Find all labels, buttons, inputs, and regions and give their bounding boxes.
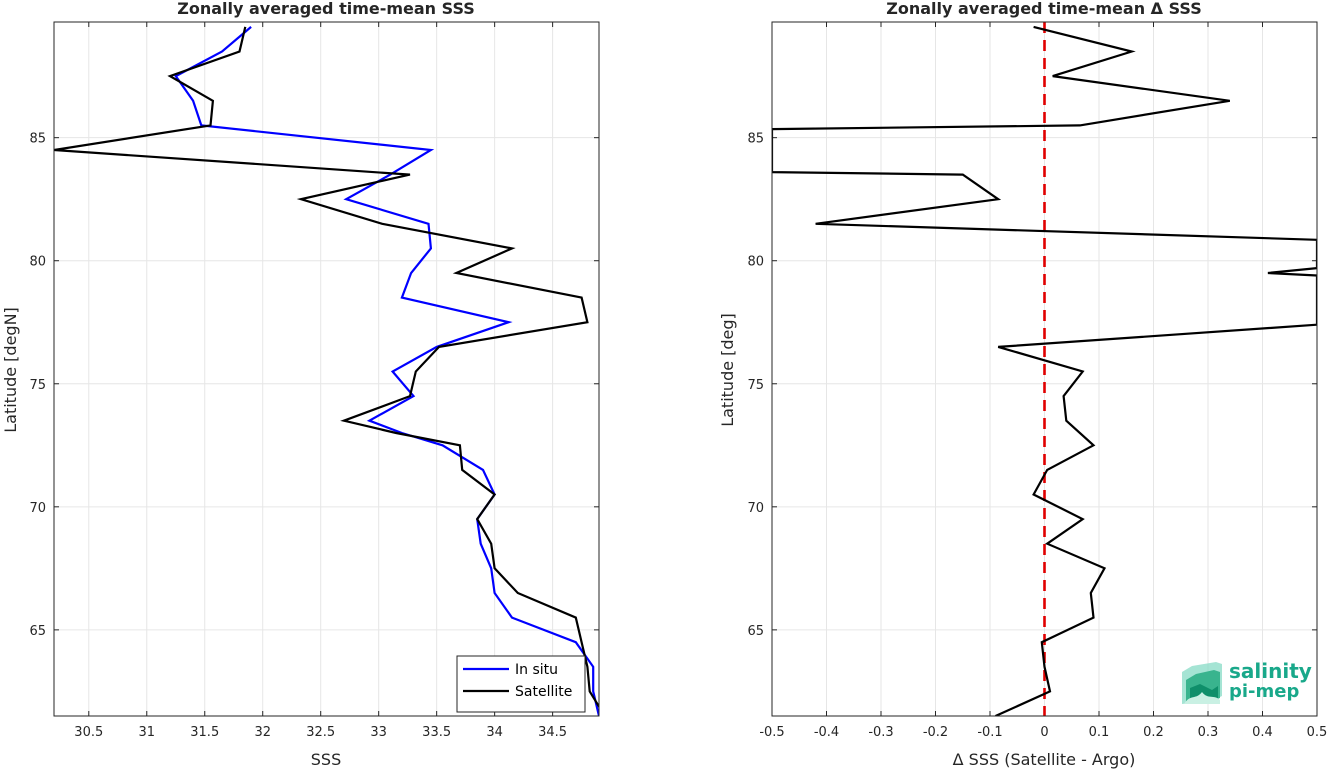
right-data-layer — [772, 22, 1317, 716]
right-x-tick-label: -0.3 — [868, 725, 893, 740]
legend-satellite-label: Satellite — [515, 684, 572, 700]
left-x-tick-label: 30.5 — [74, 725, 103, 740]
left-x-tick-label: 31.5 — [190, 725, 219, 740]
right-x-axis-label: Δ SSS (Satellite - Argo) — [953, 750, 1136, 769]
left-x-axis-label: SSS — [311, 750, 341, 769]
left-x-tick-label: 32.5 — [306, 725, 335, 740]
right-y-tick-label: 75 — [747, 378, 764, 393]
right-chart: -0.5 -0.4 -0.3 -0.2 -0.1 0 0.1 0.2 0.3 0.4 0.5 65 70… — [718, 0, 1327, 769]
salinity-pi-mep-logo: salinity pi-mep — [1182, 659, 1312, 704]
right-x-tick-label: 0.5 — [1307, 725, 1328, 740]
left-x-tick-label: 34 — [486, 725, 503, 740]
right-x-tick-label: 0.2 — [1143, 725, 1164, 740]
right-x-tick-label: 0.4 — [1252, 725, 1273, 740]
left-y-tick-label: 75 — [29, 378, 46, 393]
left-y-axis-label: Latitude [degN] — [1, 307, 20, 433]
left-series-in-situ-line — [174, 26, 599, 716]
right-x-tick-label: -0.4 — [814, 725, 839, 740]
left-chart-title: Zonally averaged time-mean SSS — [177, 0, 475, 18]
left-data-layer — [54, 26, 599, 716]
right-y-tick-label: 65 — [747, 624, 764, 639]
right-y-axis-label: Latitude [deg] — [718, 313, 737, 427]
left-x-tick-label: 33.5 — [422, 725, 451, 740]
right-x-tick-label: 0.3 — [1198, 725, 1219, 740]
right-x-tick-label: -0.5 — [759, 725, 784, 740]
legend: In situ Satellite — [456, 655, 586, 713]
legend-box — [456, 655, 586, 713]
left-y-tick-label: 65 — [29, 624, 46, 639]
right-x-tick-label: -0.1 — [977, 725, 1002, 740]
logo-text-pi-mep: pi-mep — [1229, 681, 1299, 702]
logo-text-salinity: salinity — [1229, 659, 1312, 683]
right-axes-box — [771, 21, 1318, 717]
right-x-tick-label: 0 — [1040, 725, 1048, 740]
left-axes-box — [53, 21, 600, 717]
right-chart-title: Zonally averaged time-mean Δ SSS — [886, 0, 1202, 18]
right-y-tick-label: 85 — [747, 132, 764, 147]
right-y-tick-label: 70 — [747, 501, 764, 516]
left-chart: 30.5 31 31.5 32 32.5 33 33.5 34 34.5 65 70 75 80 85 Z… — [1, 0, 600, 769]
logo-wave-icon — [1182, 662, 1222, 704]
left-x-tick-label: 34.5 — [538, 725, 567, 740]
legend-in-situ-label: In situ — [515, 662, 558, 678]
left-y-tick-label: 70 — [29, 501, 46, 516]
left-x-tick-label: 31 — [138, 725, 155, 740]
right-series-delta-line — [772, 25, 1317, 716]
left-series-satellite-line — [54, 26, 599, 709]
left-x-tick-label: 33 — [370, 725, 387, 740]
right-x-tick-label: 0.1 — [1089, 725, 1110, 740]
left-y-tick-label: 80 — [29, 255, 46, 270]
left-y-tick-label: 85 — [29, 132, 46, 147]
left-x-tick-label: 32 — [254, 725, 271, 740]
right-x-tick-label: -0.2 — [923, 725, 948, 740]
right-y-tick-label: 80 — [747, 255, 764, 270]
